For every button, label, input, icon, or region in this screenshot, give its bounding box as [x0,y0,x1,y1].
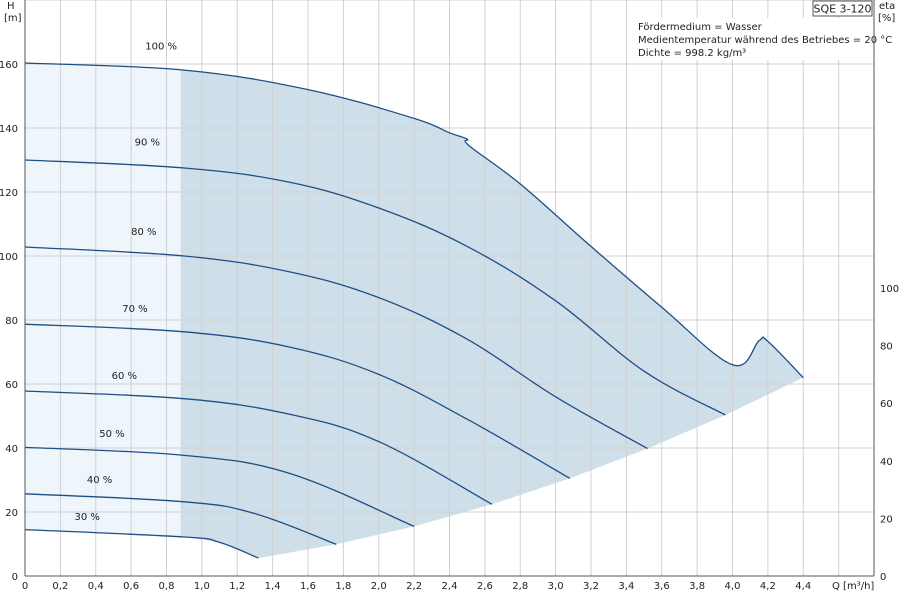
eta-axis-label: eta [879,1,895,12]
curve-label: 80 % [131,227,156,238]
info-box [635,18,873,60]
curve-label: 90 % [135,138,160,149]
x-tick-label: 1,0 [194,581,210,592]
eta-tick-label: 20 [880,514,893,525]
y-tick-label: 140 [0,124,18,135]
curve-40pct [24,493,337,545]
y-tick-label: 160 [0,60,18,71]
info-line: Fördermedium = Wasser [638,22,763,33]
x-tick-label: 2,6 [477,581,493,592]
x-tick-label: 1,6 [300,581,316,592]
y-axis-label-unit: [m] [4,13,22,24]
curves [24,62,804,559]
eta-axis-label-unit: [%] [878,13,895,24]
x-tick-label: 1,8 [335,581,351,592]
x-tick-label: 0 [22,581,28,592]
y-tick-label: 120 [0,188,18,199]
y-tick-label: 20 [5,508,18,519]
eta-tick-label: 0 [880,572,886,583]
curve-label: 30 % [75,512,100,523]
eta-tick-label: 80 [880,342,893,353]
curve-60pct [24,390,493,505]
curve-70pct [24,323,571,479]
curve-90pct [24,159,726,416]
eta-tick-label: 100 [880,284,899,295]
x-tick-label: 3,2 [583,581,599,592]
x-tick-label: 1,4 [265,581,281,592]
x-tick-label: 0,8 [159,581,175,592]
x-tick-label: 0,4 [88,581,104,592]
x-tick-label: 3,0 [548,581,564,592]
x-tick-label: 2,0 [371,581,387,592]
curve-label: 50 % [99,429,124,440]
x-tick-label: 1,2 [229,581,245,592]
x-tick-label: 4,4 [795,581,811,592]
x-tick-label: 4,2 [760,581,776,592]
curve-label: 40 % [87,475,112,486]
y-tick-label: 100 [0,252,18,263]
x-tick-label: 3,4 [618,581,634,592]
y-tick-label: 40 [5,444,18,455]
info-line: Dichte = 998.2 kg/m³ [638,48,746,59]
info-line: Medientemperatur während des Betriebes =… [638,35,892,46]
axes [24,0,875,577]
x-axis-label: Q [m³/h] [832,581,874,592]
x-tick-label: 3,8 [689,581,705,592]
y-tick-label: 80 [5,316,18,327]
y-tick-label: 0 [12,572,18,583]
curve-label: 60 % [112,371,137,382]
x-tick-label: 0,2 [52,581,68,592]
chart-title: SQE 3-120 [813,3,871,16]
curve-100pct [24,62,804,379]
x-tick-label: 2,2 [406,581,422,592]
curve-label: 100 % [145,42,177,53]
x-tick-label: 0,6 [123,581,139,592]
y-axis-label-h: H [7,1,15,12]
curve-50pct [24,446,415,527]
eta-tick-label: 40 [880,457,893,468]
curve-label: 70 % [122,304,147,315]
curve-80pct [24,246,648,450]
low-flow-area [25,63,181,559]
x-tick-label: 2,4 [442,581,458,592]
x-tick-label: 4,0 [725,581,741,592]
x-tick-label: 3,6 [654,581,670,592]
y-tick-label: 60 [5,380,18,391]
x-tick-label: 2,8 [512,581,528,592]
title-box [812,0,873,17]
eta-tick-label: 60 [880,399,893,410]
curve-30pct [24,528,259,559]
